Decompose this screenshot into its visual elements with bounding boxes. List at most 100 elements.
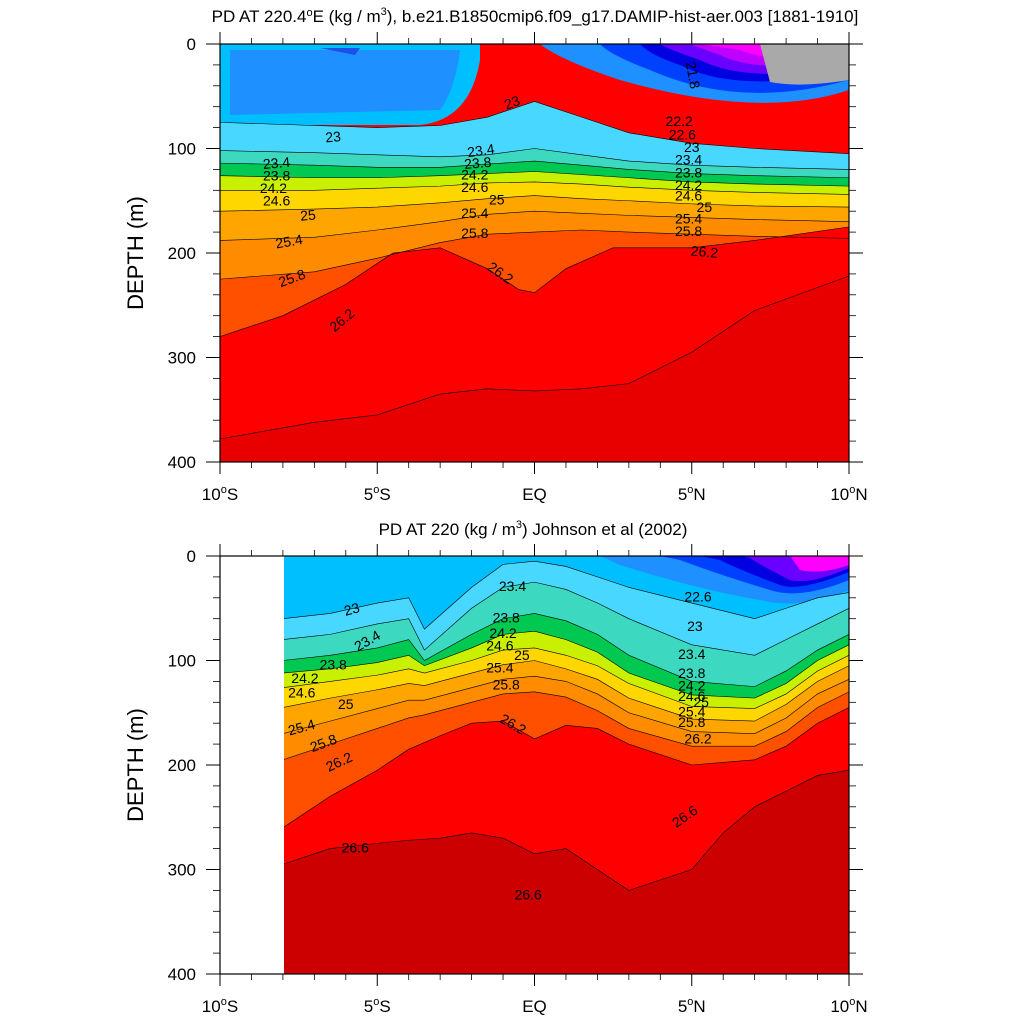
top-panel-density-bands [220, 101, 849, 462]
contour-label: 23 [342, 599, 361, 619]
contour-label: 23.4 [499, 578, 526, 594]
contour-label: 24.2 [675, 177, 702, 193]
contour-label: 23.4 [678, 646, 705, 662]
bottom-panel-density-field [284, 556, 849, 974]
contour-label: 23.8 [493, 609, 520, 625]
contour-label: 25 [697, 199, 713, 215]
contour-line-24-2 [220, 171, 849, 187]
contour-label: 23 [325, 128, 342, 145]
top-panel-blue-patch [320, 48, 360, 55]
contour-label: 26.2 [690, 243, 719, 261]
contour-label: 25 [514, 647, 530, 663]
contour-label: 23 [684, 139, 700, 155]
contour-label: 25.4 [678, 703, 705, 719]
contour-label: 25.4 [461, 205, 488, 221]
contour-line-23-4 [284, 581, 849, 656]
bottom-panel: PD AT 220 (kg / m3) Johnson et al (2002)… [123, 519, 868, 1016]
density-band-26-6 [284, 770, 849, 974]
x-tick-label: 5oS [364, 996, 391, 1016]
y-tick-label: 200 [168, 756, 196, 775]
contour-line-23 [284, 560, 849, 630]
contour-line-25 [284, 660, 849, 722]
contour-label: 25 [489, 191, 505, 207]
y-tick-label: 200 [168, 244, 196, 263]
top-panel-contour-lines [220, 101, 849, 440]
contour-line-24-2 [284, 630, 849, 699]
bottom-panel-contour-labels: 2323.423.422.62323.823.824.224.62525.425… [286, 578, 712, 902]
contour-label: 23.8 [464, 154, 493, 172]
contour-label: 25.8 [675, 223, 702, 239]
contour-line-23-8 [220, 160, 849, 179]
contour-label: 23.4 [262, 154, 291, 172]
contour-label: 23 [687, 618, 703, 634]
contour-label: 22.6 [669, 127, 696, 143]
x-tick-label: 5oN [678, 484, 706, 504]
contour-label: 24.2 [260, 180, 287, 196]
contour-line-25 [220, 195, 849, 212]
contour-label: 23 [502, 92, 522, 112]
top-panel-y-axis-label: DEPTH (m) [123, 196, 148, 310]
contour-label: 23.8 [678, 665, 705, 681]
contour-label: 24.6 [461, 179, 488, 195]
y-tick-label: 100 [168, 652, 196, 671]
contour-line-24-6 [220, 181, 849, 195]
contour-label: 23.4 [466, 141, 495, 161]
x-tick-label: 5oN [678, 996, 706, 1016]
top-panel-surface-core-west [230, 50, 460, 115]
contour-label: 26.6 [515, 886, 542, 902]
y-tick-label: 0 [187, 547, 196, 566]
contour-label: 23.8 [675, 164, 702, 180]
contour-label: 23.8 [263, 167, 290, 183]
contour-label: 23.8 [320, 656, 347, 672]
y-tick-label: 400 [168, 965, 196, 984]
y-tick-label: 100 [168, 140, 196, 159]
bottom-panel-title: PD AT 220 (kg / m3) Johnson et al (2002) [379, 519, 688, 539]
contour-label: 24.2 [291, 670, 318, 686]
contour-label: 25.4 [274, 231, 304, 252]
top-panel-axes: 0 100 200 300 400 10oS 5oS EQ 5oN 10oN [168, 32, 868, 504]
x-tick-label: 10oS [202, 996, 238, 1016]
x-tick-label: EQ [522, 997, 547, 1016]
contour-label: 25.4 [286, 716, 317, 739]
density-band-26-6 [220, 275, 849, 462]
contour-line-26-6 [284, 769, 849, 891]
bottom-panel-contour-lines [284, 560, 849, 891]
contour-line-23-4 [220, 148, 849, 170]
contour-line-26-2 [220, 226, 849, 337]
contour-label: 26.6 [342, 839, 369, 855]
contour-label: 24.2 [489, 625, 516, 641]
bottom-panel-axes: 0 100 200 300 400 10oS 5oS EQ 5oN 10oN [168, 544, 868, 1016]
contour-label: 25 [338, 696, 354, 712]
contour-label: 25.4 [486, 660, 513, 676]
x-tick-label: 10oN [830, 996, 867, 1016]
contour-line-23-8 [284, 613, 849, 687]
contour-label: 24.6 [675, 187, 702, 203]
bottom-panel-surface-region-east-5 [790, 556, 849, 572]
contour-line-26-2 [284, 707, 849, 828]
contour-label: 24.2 [461, 166, 488, 182]
contour-label: 22.6 [684, 589, 711, 605]
contour-label: 25 [299, 206, 316, 223]
contour-label: 25.8 [493, 676, 520, 692]
contour-line-23 [220, 101, 849, 155]
contour-label: 22.2 [666, 113, 693, 129]
contour-line-25-8 [220, 229, 849, 280]
contour-label: 24.6 [486, 638, 513, 654]
contour-line-25-4 [284, 675, 849, 734]
x-tick-label: EQ [522, 485, 547, 504]
x-tick-label: 5oS [364, 484, 391, 504]
contour-label: 24.6 [678, 688, 705, 704]
contour-label: 24.6 [288, 685, 315, 701]
contour-label: 25.8 [678, 714, 705, 730]
bottom-panel-density-bands [284, 561, 849, 974]
top-panel-missing-data-patch [760, 44, 849, 85]
contour-label: 25.8 [461, 225, 488, 241]
contour-line-26-6 [220, 275, 849, 440]
contour-label: 25 [693, 694, 709, 710]
contour-label: 21.8 [683, 60, 704, 90]
bottom-panel-y-axis-label: DEPTH (m) [123, 708, 148, 822]
contour-label: 23.4 [675, 152, 702, 168]
top-panel-density-field [220, 44, 849, 462]
y-tick-label: 400 [168, 453, 196, 472]
